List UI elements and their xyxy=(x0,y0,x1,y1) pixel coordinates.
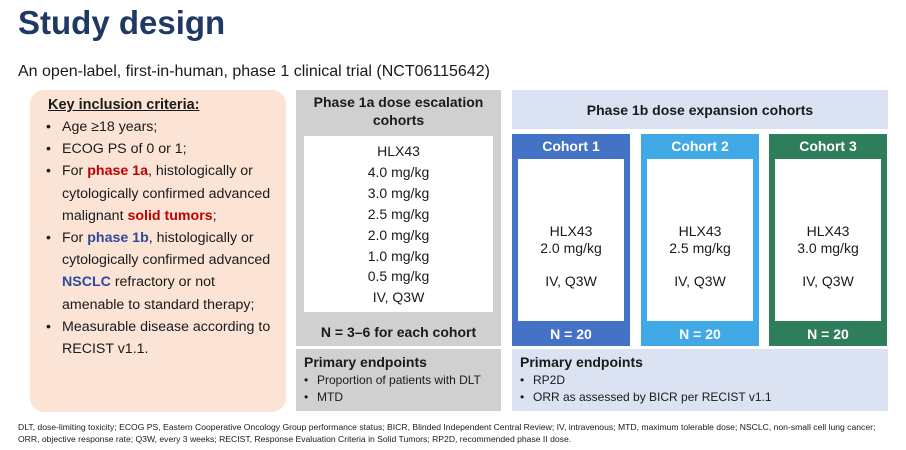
page-subtitle: An open-label, first-in-human, phase 1 c… xyxy=(18,63,490,80)
dose-item: 2.0 mg/kg xyxy=(367,226,430,243)
cohort-dose-panel: HLX43 2.0 mg/kg IV, Q3W xyxy=(518,159,624,321)
inclusion-criteria-heading: Key inclusion criteria: xyxy=(48,97,200,113)
inclusion-criteria-box: Key inclusion criteria: • Age ≥18 years; … xyxy=(30,90,286,412)
phase-1b-endpoints: Primary endpoints • RP2D • ORR as assessed… xyxy=(512,349,888,411)
cohort-3-box: Cohort 3 HLX43 3.0 mg/kg IV, Q3W N = 20 xyxy=(769,134,887,346)
phase-1a-dose-list: HLX43 4.0 mg/kg 3.0 mg/kg 2.5 mg/kg 2.0 … xyxy=(304,136,493,312)
endpoint-item: • ORR as assessed by BICR per RECIST v1.1 xyxy=(520,390,772,404)
phase-1a-heading: Phase 1a dose escalation cohorts xyxy=(313,94,484,128)
criterion-age: • Age ≥18 years; xyxy=(46,119,158,135)
cohort-2-box: Cohort 2 HLX43 2.5 mg/kg IV, Q3W N = 20 xyxy=(641,134,759,346)
cohort-label: Cohort 3 xyxy=(799,138,857,154)
dose-item: 4.0 mg/kg xyxy=(367,163,430,180)
endpoint-item: • RP2D xyxy=(520,373,566,387)
cohort-sample-size: N = 20 xyxy=(550,326,592,342)
criterion-phase-1a: • For phase 1a, histologically or cytolog… xyxy=(46,163,271,224)
inclusion-criteria-list: • Age ≥18 years; • ECOG PS of 0 or 1; • For… xyxy=(44,116,276,360)
dose-item: 0.5 mg/kg xyxy=(367,268,430,285)
criterion-phase-1b: • For phase 1b, histologically or cytolog… xyxy=(46,230,271,313)
criterion-ecog: • ECOG PS of 0 or 1; xyxy=(46,141,187,158)
phase-1a-sample-size: N = 3–6 for each cohort xyxy=(320,324,477,340)
nsclc-highlight: NSCLC xyxy=(62,274,111,291)
dose-item: 3.0 mg/kg xyxy=(367,184,430,201)
cohort-sample-size: N = 20 xyxy=(807,326,849,342)
solid-tumors-highlight: solid tumors xyxy=(127,207,213,224)
cohort-sample-size: N = 20 xyxy=(679,326,721,342)
abbreviations-footnote: DLT, dose-limiting toxicity; ECOG PS, Ea… xyxy=(18,422,876,444)
phase-1a-box: Phase 1a dose escalation cohorts HLX43 4… xyxy=(296,90,501,346)
dose-item: IV, Q3W xyxy=(372,289,425,306)
endpoint-item: • Proportion of patients with DLT xyxy=(304,373,481,387)
cohort-dose-panel: HLX43 2.5 mg/kg IV, Q3W xyxy=(647,159,753,321)
phase-1b-endpoints-heading: Primary endpoints xyxy=(520,354,643,370)
endpoint-item: • MTD xyxy=(304,390,343,404)
dose-item: 2.5 mg/kg xyxy=(367,205,430,222)
phase-1b-highlight: phase 1b xyxy=(87,230,149,247)
phase-1b-heading: Phase 1b dose expansion cohorts xyxy=(512,90,888,129)
phase-1a-endpoints: Primary endpoints • Proportion of patient… xyxy=(296,349,501,411)
cohort-label: Cohort 2 xyxy=(671,138,729,154)
cohort-dose-panel: HLX43 3.0 mg/kg IV, Q3W xyxy=(775,159,881,321)
cohort-1-box: Cohort 1 HLX43 2.0 mg/kg IV, Q3W N = 20 xyxy=(512,134,630,346)
page-title: Study design xyxy=(18,4,226,41)
cohort-label: Cohort 1 xyxy=(542,138,600,154)
dose-item: HLX43 xyxy=(377,143,420,159)
dose-item: 1.0 mg/kg xyxy=(367,247,430,264)
phase-1a-endpoints-heading: Primary endpoints xyxy=(304,354,427,370)
phase-1a-highlight: phase 1a xyxy=(87,163,148,180)
criterion-measurable-disease: • Measurable disease according to RECIST … xyxy=(46,318,271,358)
